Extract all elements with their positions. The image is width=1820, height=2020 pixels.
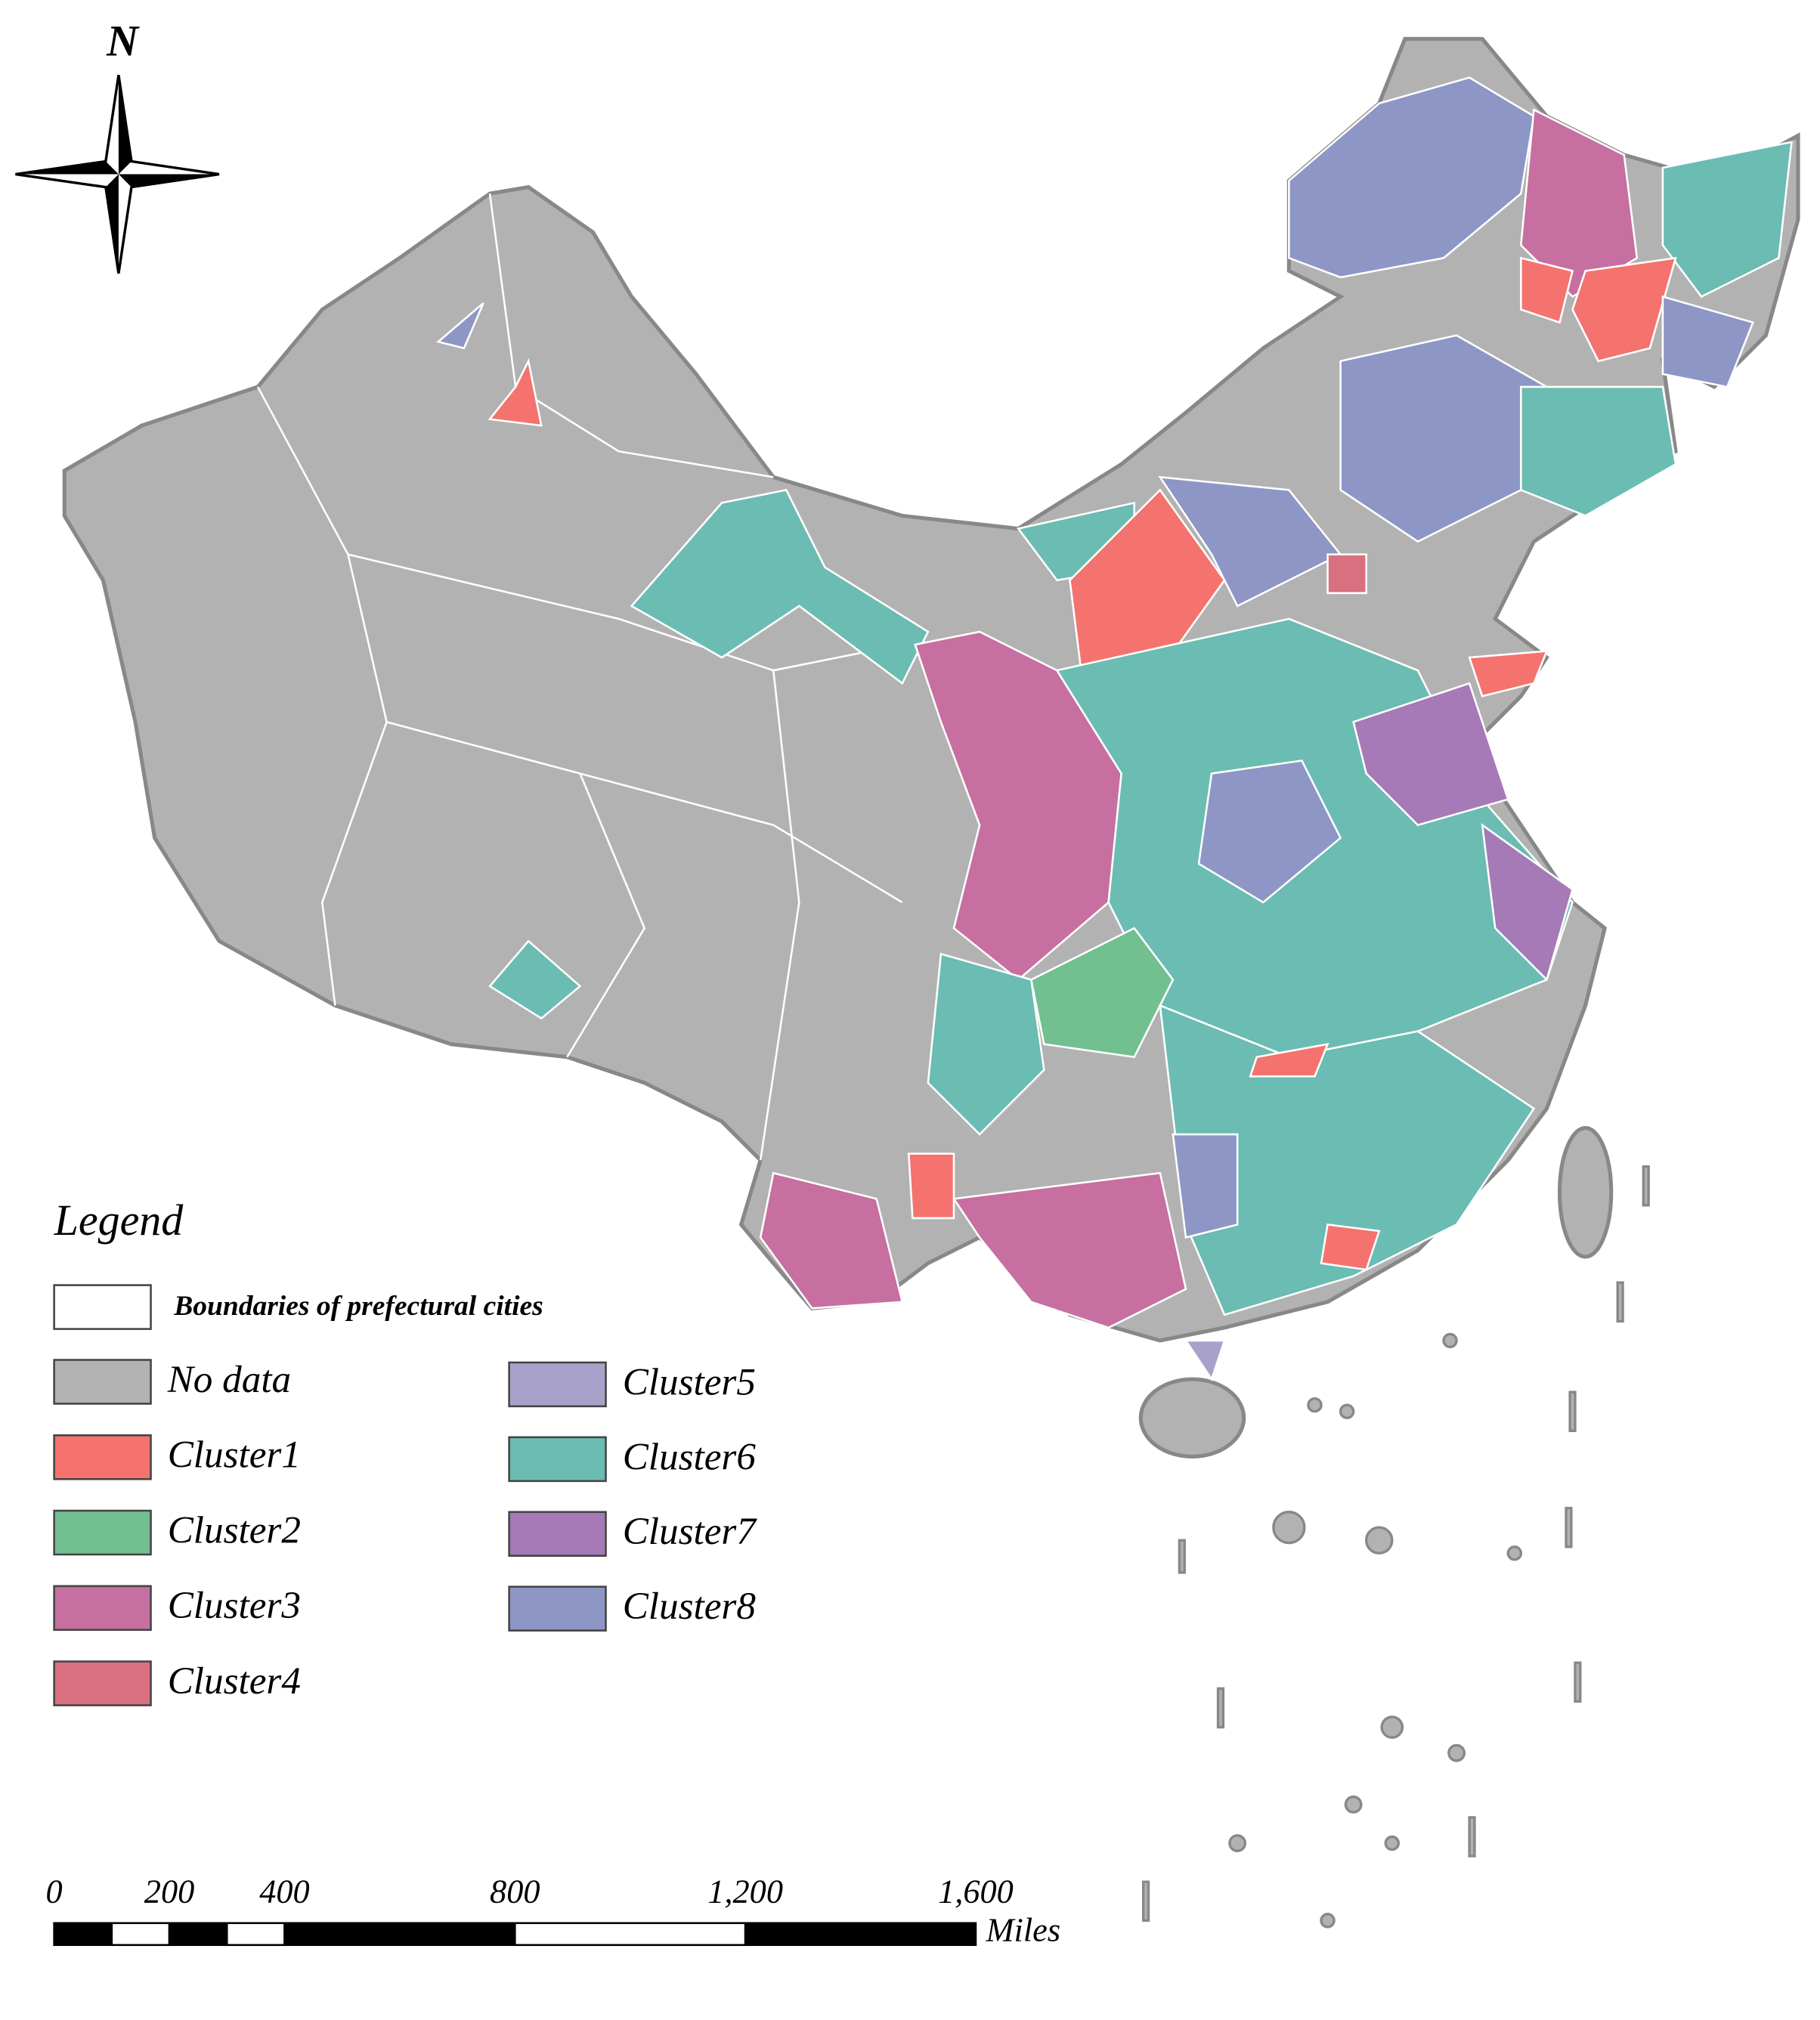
- region: [1661, 295, 1755, 388]
- region: [927, 952, 1045, 1136]
- legend: Boundaries of prefectural cities No data C…: [53, 1284, 758, 1706]
- region: [952, 1171, 1187, 1329]
- region: [436, 302, 484, 350]
- region: [1320, 1223, 1381, 1271]
- scale-label: 200: [144, 1872, 195, 1910]
- legend-title: Legend: [54, 1196, 184, 1245]
- region: [914, 630, 1122, 982]
- legend-swatch: [53, 1509, 152, 1556]
- scale-segment: [168, 1922, 228, 1947]
- region: [1352, 682, 1509, 827]
- north-label: N: [106, 16, 140, 65]
- region: [1184, 1339, 1226, 1381]
- scale-label: 400: [259, 1872, 310, 1910]
- scale-segment: [283, 1922, 516, 1947]
- legend-swatch: [508, 1361, 607, 1408]
- legend-label: Boundaries of prefectural cities: [173, 1291, 543, 1322]
- taiwan: [1557, 1125, 1614, 1259]
- scale-segment: [514, 1922, 747, 1947]
- region: [1158, 475, 1342, 608]
- legend-label: Cluster2: [168, 1508, 301, 1551]
- region: [1159, 1004, 1536, 1316]
- legend-label: Cluster5: [623, 1360, 756, 1403]
- region: [1172, 1133, 1239, 1239]
- region: [630, 488, 930, 685]
- region: [759, 1171, 904, 1310]
- north-arrow: N: [15, 16, 220, 274]
- scale-label: 0: [46, 1872, 63, 1910]
- scale-label: 1,200: [707, 1872, 783, 1910]
- legend-swatch: [53, 1660, 152, 1706]
- legend-label: Cluster3: [168, 1584, 301, 1627]
- region: [1288, 76, 1535, 279]
- scale-label: 1,600: [938, 1872, 1014, 1910]
- region: [1468, 650, 1549, 698]
- legend-label: No data: [167, 1358, 291, 1401]
- region: [907, 1152, 955, 1220]
- region: [488, 939, 582, 1020]
- legend-label: Cluster4: [168, 1660, 301, 1703]
- legend-swatch: [508, 1585, 607, 1632]
- region: [1249, 1043, 1329, 1078]
- region: [1029, 926, 1175, 1059]
- region: [1571, 256, 1677, 363]
- scale-segment: [53, 1922, 113, 1947]
- legend-swatch: [53, 1585, 152, 1632]
- boundaries: [256, 193, 903, 1161]
- scale-unit: Miles: [986, 1911, 1060, 1949]
- region: [1520, 256, 1574, 324]
- region: [1326, 553, 1367, 595]
- legend-label: Cluster6: [623, 1435, 757, 1478]
- legend-swatch: [508, 1511, 607, 1558]
- legend-swatch: [53, 1284, 152, 1330]
- scale-segment: [744, 1922, 977, 1947]
- region: [488, 357, 543, 427]
- legend-swatch: [53, 1359, 152, 1405]
- region: [1197, 759, 1342, 904]
- legend-swatch: [53, 1434, 152, 1480]
- scale-label: 800: [490, 1872, 540, 1910]
- hainan: [1138, 1377, 1246, 1459]
- region: [1661, 141, 1793, 299]
- region: [1481, 823, 1574, 982]
- islands: [1141, 1165, 1650, 1929]
- legend-label: Cluster8: [623, 1585, 756, 1628]
- scale-segment: [225, 1922, 286, 1947]
- clusters: [436, 76, 1793, 1381]
- scale-segment: [110, 1922, 171, 1947]
- legend-label: Cluster7: [623, 1510, 758, 1553]
- legend-swatch: [508, 1436, 607, 1483]
- region: [1520, 385, 1677, 517]
- legend-label: Cluster1: [168, 1434, 301, 1477]
